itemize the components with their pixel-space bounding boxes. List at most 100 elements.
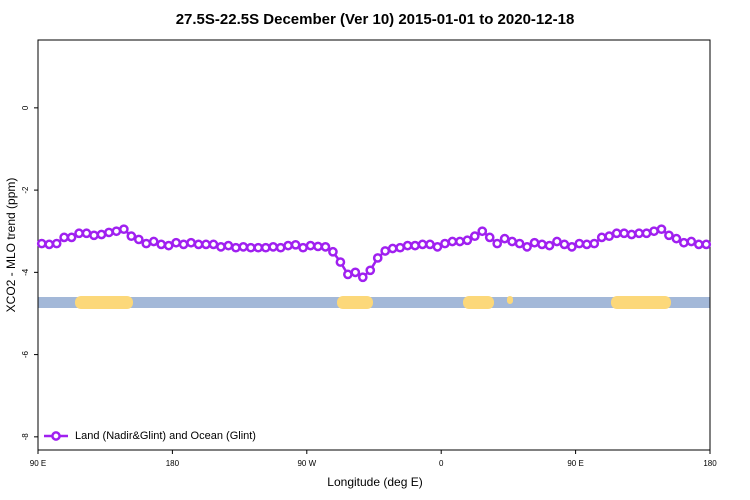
y-tick-label: -6 <box>21 350 30 358</box>
land-band <box>337 296 373 309</box>
data-point <box>245 242 256 253</box>
data-point <box>357 272 368 283</box>
land-band <box>611 296 671 309</box>
x-tick-label: 90 W <box>297 459 316 468</box>
data-point <box>693 239 704 250</box>
data-point <box>36 238 47 249</box>
data-point <box>596 232 607 243</box>
x-axis-label: Longitude (deg E) <box>327 475 422 489</box>
data-point <box>514 238 525 249</box>
data-point <box>133 234 144 245</box>
x-tick-label: 180 <box>703 459 717 468</box>
data-point <box>559 239 570 250</box>
data-point <box>679 237 689 248</box>
data-point <box>701 239 712 250</box>
x-tick-label: 90 E <box>567 459 583 468</box>
data-point <box>484 232 495 243</box>
data-point <box>275 242 286 253</box>
data-point <box>380 246 391 256</box>
data-point <box>313 241 323 252</box>
data-point <box>178 239 189 250</box>
data-point <box>522 242 532 252</box>
data-point <box>372 253 383 263</box>
data-point <box>156 239 167 250</box>
x-tick-label: 180 <box>166 459 180 468</box>
data-point <box>59 232 69 243</box>
data-point <box>455 236 465 247</box>
data-point <box>350 267 361 278</box>
data-point <box>469 231 480 242</box>
data-point <box>223 240 234 251</box>
data-point <box>611 228 622 239</box>
data-point <box>328 246 338 257</box>
data-point <box>634 228 644 239</box>
data-point <box>171 237 181 248</box>
data-point <box>626 229 637 240</box>
data-point <box>96 229 107 240</box>
data-point <box>216 242 226 252</box>
data-point <box>208 239 219 250</box>
y-tick-label: -8 <box>21 433 30 441</box>
data-point <box>305 240 316 251</box>
data-point <box>201 239 211 250</box>
data-point <box>425 239 435 250</box>
land-band <box>75 296 133 309</box>
data-point <box>537 239 547 250</box>
chart-title: 27.5S-22.5S December (Ver 10) 2015-01-01… <box>176 11 575 28</box>
data-point <box>477 226 488 237</box>
data-point <box>335 257 346 267</box>
y-tick-label: -2 <box>21 186 30 194</box>
data-point <box>148 236 159 247</box>
data-point <box>74 228 84 239</box>
data-point <box>581 239 592 250</box>
legend-label: Land (Nadir&Glint) and Ocean (Glint) <box>75 430 256 442</box>
data-point <box>574 238 585 249</box>
data-point <box>447 236 458 247</box>
data-point <box>290 239 301 250</box>
data-point <box>507 236 517 247</box>
data-point <box>499 233 510 244</box>
data-point <box>567 242 577 252</box>
legend-marker <box>51 431 61 441</box>
data-point <box>395 242 405 253</box>
data-point <box>81 228 92 239</box>
data-point <box>671 233 682 244</box>
data-point <box>186 237 196 248</box>
data-point <box>440 238 450 249</box>
land-band <box>507 296 513 304</box>
data-point <box>462 235 473 246</box>
data-point <box>619 228 629 239</box>
data-point <box>298 242 308 253</box>
data-point <box>231 242 241 253</box>
land-band <box>463 296 494 309</box>
data-point <box>649 226 659 237</box>
surface-band <box>38 296 710 309</box>
data-point <box>529 237 540 248</box>
y-tick-label: 0 <box>21 105 30 110</box>
data-point <box>552 236 562 247</box>
data-point <box>51 238 62 249</box>
data-point <box>126 231 137 242</box>
data-point <box>141 238 152 249</box>
data-point <box>664 230 674 241</box>
x-tick-label: 0 <box>439 459 444 468</box>
data-point <box>66 232 77 243</box>
y-tick-label: -4 <box>21 268 30 276</box>
data-point <box>44 239 55 250</box>
y-axis-label: XCO2 - MLO trend (ppm) <box>4 178 18 313</box>
ocean-band <box>38 297 710 308</box>
data-point <box>641 228 652 239</box>
data-point <box>544 240 555 251</box>
x-tick-label: 90 E <box>30 459 46 468</box>
data-point <box>432 242 443 252</box>
data-point <box>193 239 204 250</box>
data-point <box>589 238 600 249</box>
data-point <box>283 240 293 251</box>
data-point <box>604 231 615 242</box>
data-point <box>343 269 353 280</box>
data-point <box>656 224 667 235</box>
data-point <box>417 239 428 250</box>
data-point <box>410 240 420 251</box>
data-point <box>492 238 503 249</box>
